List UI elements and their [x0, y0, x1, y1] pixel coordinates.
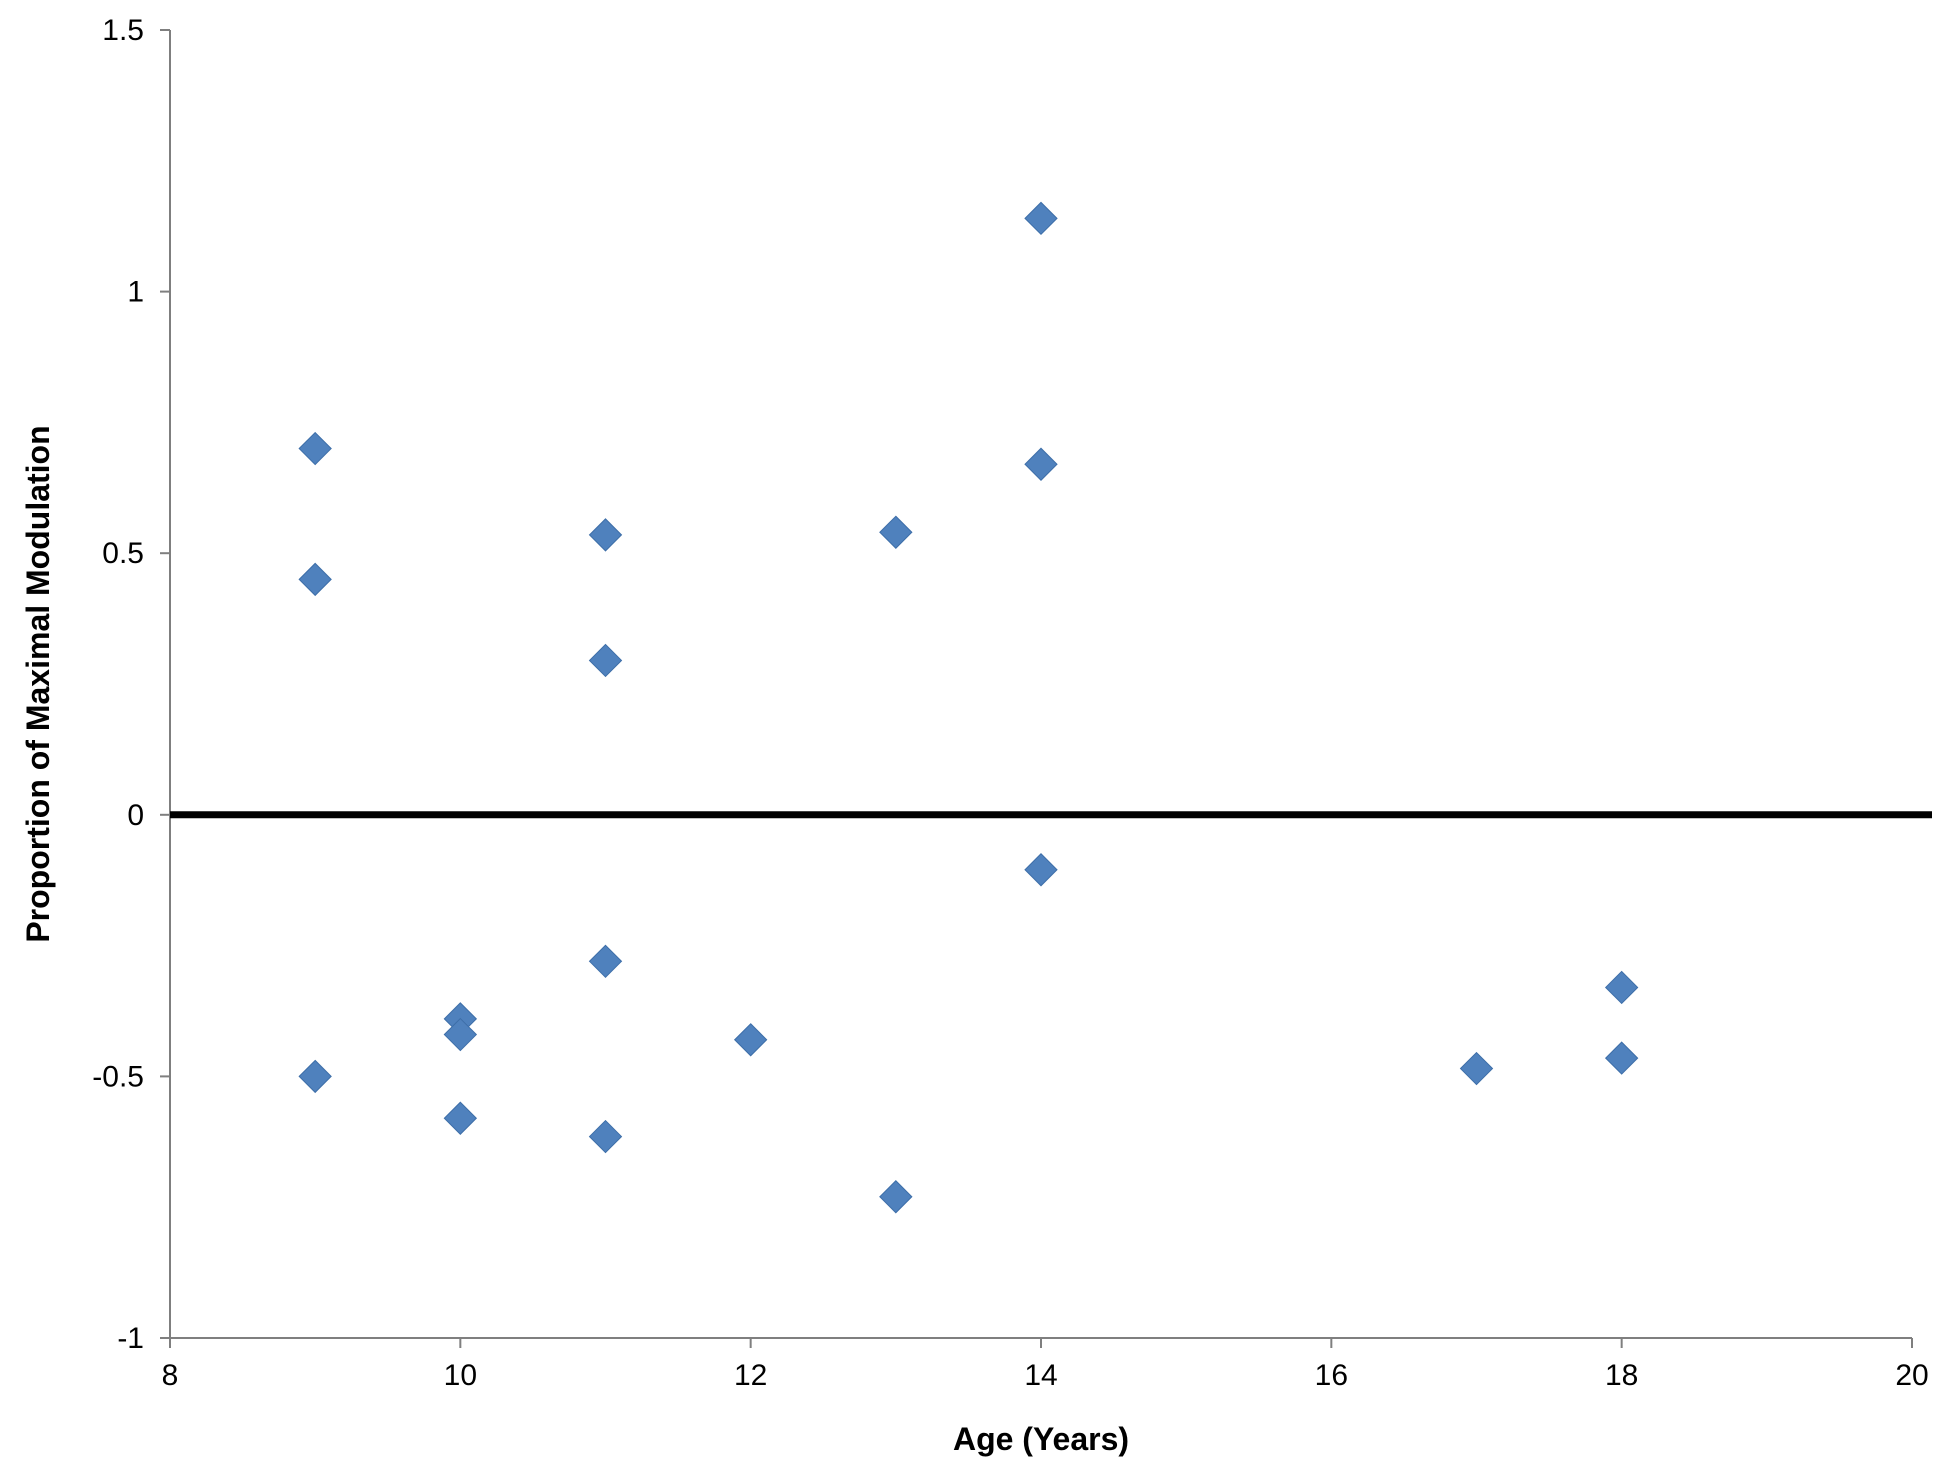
data-point [879, 515, 913, 549]
y-tick-label: -0.5 [92, 1060, 144, 1093]
data-point [443, 1101, 478, 1135]
data-point [1024, 853, 1058, 887]
data-point [1459, 1051, 1494, 1086]
data-point [1024, 201, 1058, 236]
tick-marks [160, 29, 1913, 1348]
data-point [733, 1023, 768, 1057]
x-tick-label: 20 [1895, 1359, 1928, 1392]
y-tick-label: -1 [117, 1322, 144, 1355]
data-point [298, 431, 332, 466]
y-tick-label: 1.5 [102, 14, 144, 47]
x-tick-label: 14 [1024, 1359, 1057, 1392]
y-tick-label: 0.5 [102, 537, 144, 570]
data-point [588, 643, 623, 678]
x-axis-title: Age (Years) [953, 1421, 1129, 1457]
x-tick-label: 18 [1605, 1359, 1638, 1392]
data-point [588, 518, 623, 552]
y-axis-title: Proportion of Maximal Modulation [20, 425, 56, 942]
data-points [298, 201, 1639, 1214]
x-tick-label: 16 [1315, 1359, 1348, 1392]
x-tick-label: 8 [162, 1359, 179, 1392]
data-point [1604, 970, 1639, 1005]
x-tick-label: 12 [734, 1359, 767, 1392]
y-tick-label: 1 [127, 276, 144, 309]
data-point [298, 1059, 332, 1094]
data-point [588, 1119, 623, 1154]
data-point [298, 562, 332, 597]
data-point [1024, 447, 1058, 481]
data-point [443, 1017, 478, 1052]
y-tick-label: 0 [127, 799, 144, 832]
x-tick-label: 10 [444, 1359, 477, 1392]
data-point [879, 1180, 913, 1214]
data-point [1604, 1041, 1639, 1075]
data-point [588, 944, 623, 979]
tick-labels: -1 -0.5 0 0.5 1 1.5 8 10 12 14 16 18 20 [92, 14, 1928, 1392]
